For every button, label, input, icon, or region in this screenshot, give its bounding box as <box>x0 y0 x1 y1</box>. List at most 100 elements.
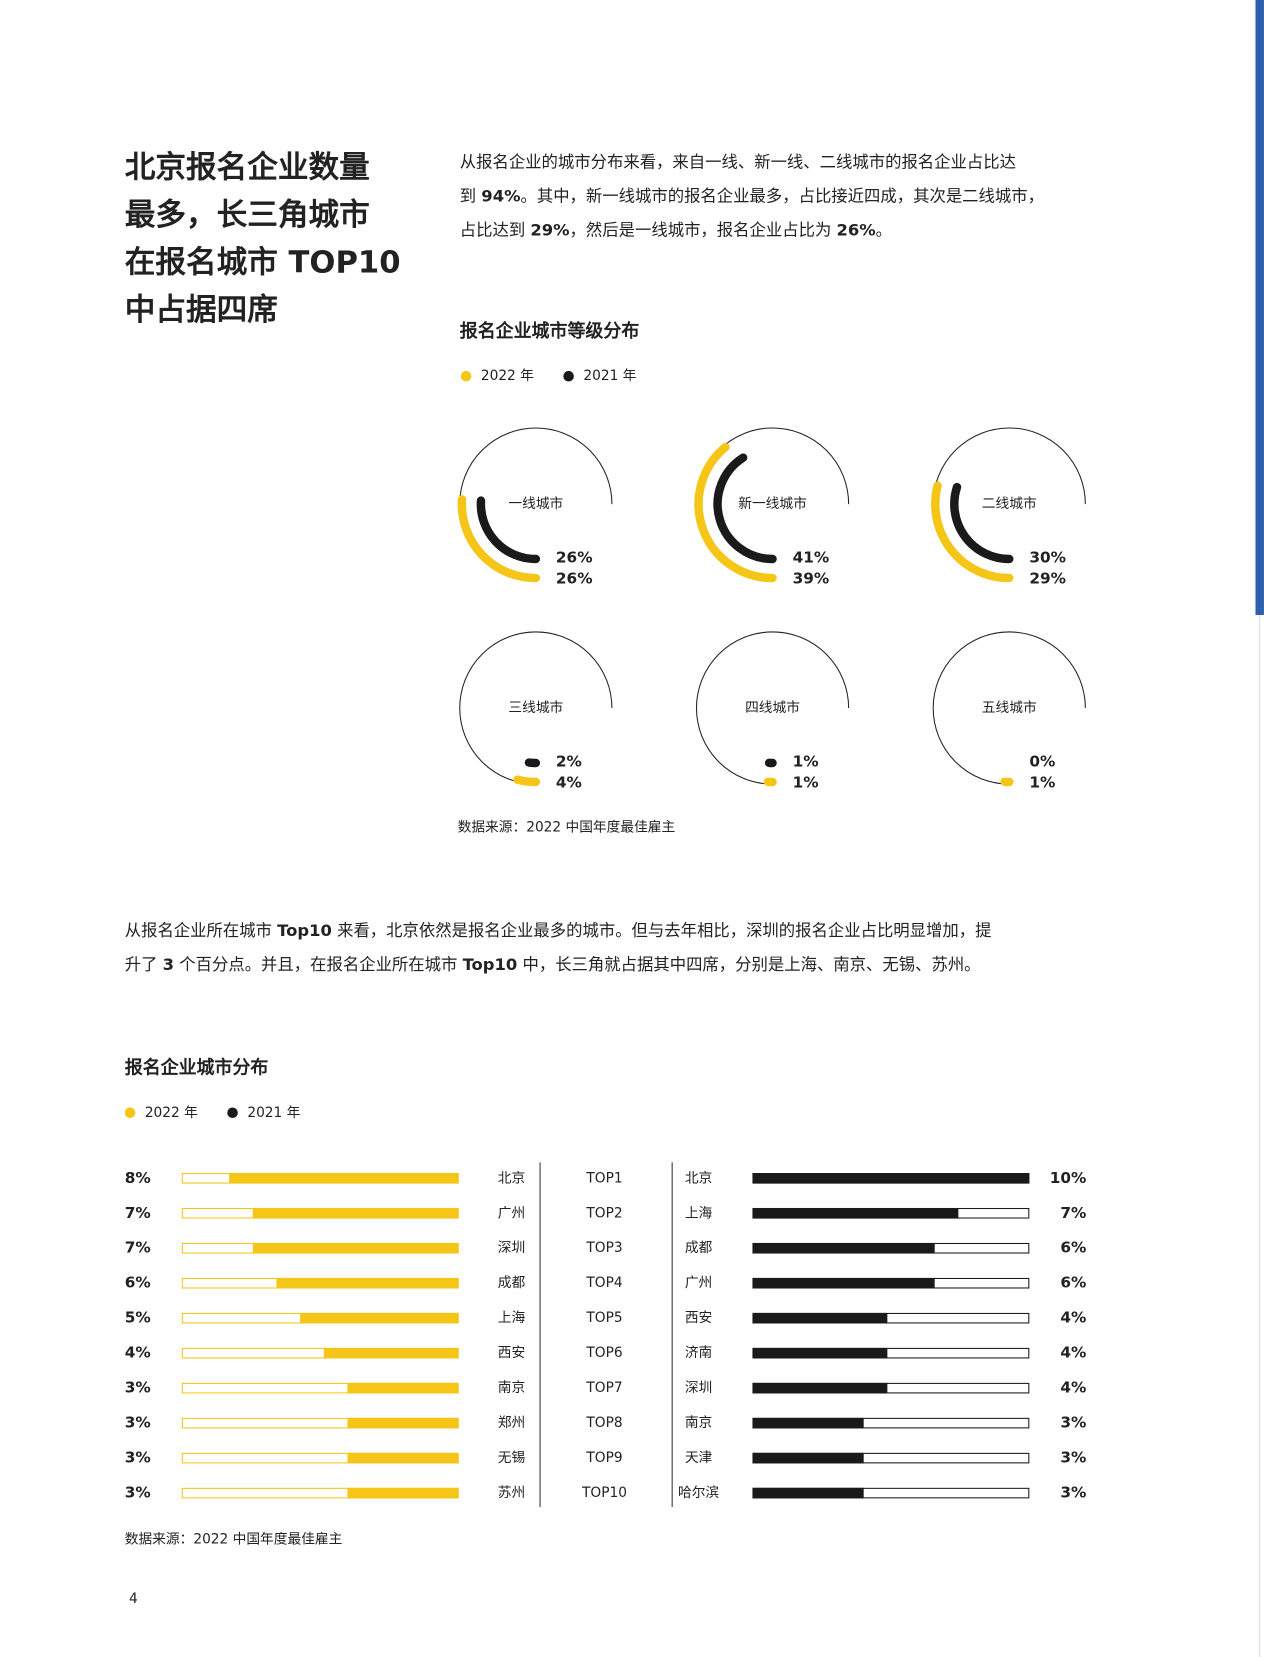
bar <box>752 1173 1030 1184</box>
text-run: 26% <box>837 220 876 239</box>
value-label: 3% <box>1060 1449 1086 1467</box>
gauge-track <box>459 631 613 785</box>
category-label: 广州 <box>685 1275 712 1291</box>
heading-line: 最多，长三角城市 <box>125 197 370 233</box>
category-label: 南京 <box>685 1415 712 1431</box>
value-label: 1% <box>793 774 819 792</box>
text-run: ，然后是一线城市，报名企业占比为 <box>570 220 837 239</box>
text-run: 。其中，新一线城市的报名企业最多，占比接近四成，其次是二线城市， <box>520 186 1044 205</box>
side-bar <box>1255 0 1264 616</box>
paragraph-line: 升了 3 个百分点。并且，在报名企业所在城市 Top10 中，长三角就占据其中四… <box>125 954 981 973</box>
value-label: 7% <box>125 1239 151 1257</box>
value-label: 3% <box>125 1379 151 1397</box>
value-label: 7% <box>1060 1204 1086 1222</box>
text-run: 升了 <box>125 954 163 973</box>
rank-label: TOP2 <box>585 1205 622 1221</box>
category-label: 上海 <box>498 1310 526 1326</box>
bar <box>347 1487 459 1499</box>
rank-label: TOP3 <box>585 1240 622 1256</box>
category-label: 哈尔滨 <box>678 1485 719 1501</box>
value-label: 10% <box>1050 1169 1087 1187</box>
category-label: 成都 <box>498 1275 526 1291</box>
value-label: 4% <box>1060 1379 1086 1397</box>
category-label: 北京 <box>498 1170 525 1186</box>
bar <box>229 1173 459 1184</box>
bar <box>752 1347 888 1359</box>
gauge-arc <box>513 775 541 787</box>
category-label: 一线城市 <box>508 495 563 512</box>
value-label: 3% <box>125 1449 151 1467</box>
text-run: 94% <box>481 186 520 205</box>
heading-line: 北京报名企业数量 <box>125 150 370 186</box>
bar <box>752 1242 935 1254</box>
bar <box>752 1452 864 1464</box>
text-run: 到 <box>460 186 482 205</box>
value-label: 26% <box>556 548 593 566</box>
rank-label: TOP9 <box>585 1450 622 1466</box>
value-label: 41% <box>793 548 830 566</box>
legend-marker <box>227 1107 238 1119</box>
text-run: 。 <box>876 220 892 239</box>
legend-label: 2021 年 <box>247 1105 300 1121</box>
gauge-arc <box>713 453 777 564</box>
rank-label: TOP7 <box>585 1380 622 1396</box>
rank-label: TOP6 <box>585 1345 622 1361</box>
bar <box>752 1207 959 1219</box>
value-label: 4% <box>125 1344 151 1362</box>
source-note: 数据来源：2022 中国年度最佳雇主 <box>458 818 676 835</box>
rank-label: TOP10 <box>581 1485 627 1501</box>
rank-label: TOP8 <box>585 1415 622 1431</box>
value-label: 4% <box>1060 1344 1086 1362</box>
heading-line: 在报名城市 TOP10 <box>125 245 401 281</box>
page-number: 4 <box>129 1591 138 1607</box>
text-run: Top10 <box>463 954 518 973</box>
bar <box>300 1312 459 1324</box>
bar <box>347 1382 459 1394</box>
category-label: 西安 <box>685 1310 712 1326</box>
category-label: 深圳 <box>685 1380 712 1396</box>
value-label: 6% <box>1060 1274 1086 1292</box>
gauge-arc <box>950 482 1014 564</box>
value-label: 39% <box>793 570 830 588</box>
bar <box>752 1312 888 1324</box>
text-run: 从报名企业的城市分布来看，来自一线、新一线、二线城市的报名企业占比达 <box>460 152 1016 171</box>
category-label: 苏州 <box>498 1485 525 1501</box>
value-label: 2% <box>556 752 582 770</box>
gauge-arc <box>931 481 1014 583</box>
bar <box>752 1487 864 1499</box>
legend-label: 2021 年 <box>583 368 636 384</box>
text-run: 占比达到 <box>460 220 531 239</box>
legend-marker <box>124 1107 136 1119</box>
text-run: 29% <box>530 220 569 239</box>
value-label: 8% <box>125 1169 151 1187</box>
text-run: 个百分点。并且，在报名企业所在城市 <box>174 954 463 973</box>
rank-label: TOP4 <box>585 1275 622 1291</box>
value-label: 5% <box>125 1309 151 1327</box>
text-run: Top10 <box>277 921 332 940</box>
category-label: 深圳 <box>498 1240 525 1256</box>
category-label: 四线城市 <box>745 699 800 716</box>
bar <box>252 1242 459 1254</box>
text-run: 3 <box>163 954 174 973</box>
value-label: 4% <box>556 774 582 792</box>
heading-line: 中占据四席 <box>125 292 278 328</box>
value-label: 6% <box>1060 1239 1086 1257</box>
paragraph-line: 从报名企业的城市分布来看，来自一线、新一线、二线城市的报名企业占比达 <box>460 152 1016 171</box>
bar <box>252 1207 459 1219</box>
value-label: 3% <box>1060 1484 1086 1502</box>
value-label: 0% <box>1029 752 1055 770</box>
value-label: 26% <box>556 570 593 588</box>
category-label: 天津 <box>685 1450 713 1466</box>
source-note: 数据来源：2022 中国年度最佳雇主 <box>125 1531 343 1548</box>
bar <box>752 1417 864 1429</box>
text-run: 从报名企业所在城市 <box>125 921 277 940</box>
category-label: 广州 <box>498 1205 525 1221</box>
category-label: 济南 <box>685 1345 712 1361</box>
paragraph-line: 到 94%。其中，新一线城市的报名企业最多，占比接近四成，其次是二线城市， <box>460 186 1044 205</box>
chart-title: 报名企业城市等级分布 <box>460 320 640 342</box>
bar <box>323 1347 459 1359</box>
value-label: 7% <box>125 1204 151 1222</box>
rank-label: TOP5 <box>585 1310 622 1326</box>
category-label: 新一线城市 <box>738 495 807 512</box>
